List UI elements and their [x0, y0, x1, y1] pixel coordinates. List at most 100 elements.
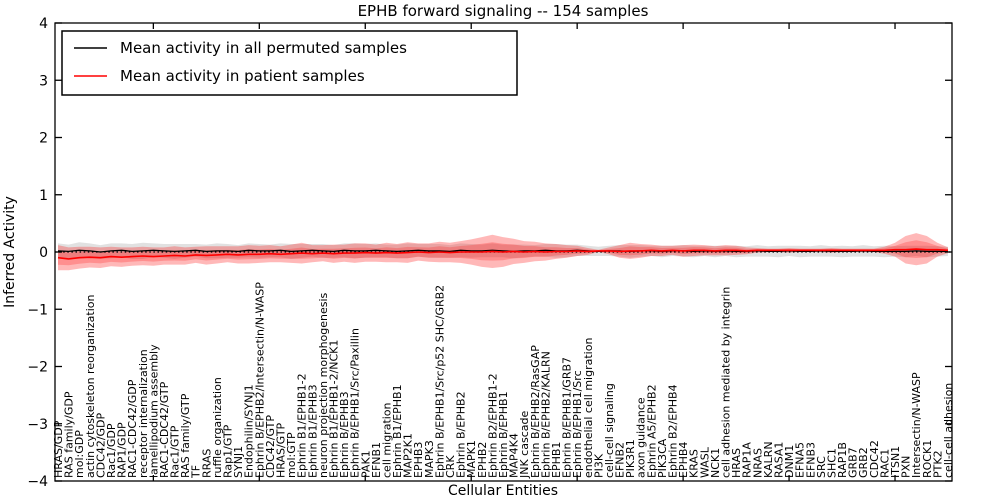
x-tick-label: axon guidance	[635, 397, 648, 478]
permuted-mean-line	[57, 249, 948, 253]
x-tick-label: Ephrin B/EPHB3	[338, 391, 351, 478]
x-tick-label: RAP1/GDP	[116, 422, 129, 478]
x-axis-label: Cellular Entities	[448, 483, 558, 499]
x-tick-label: cell-cell adhesion	[942, 383, 955, 478]
x-tick-label: JNK cascade	[518, 411, 531, 479]
y-tick-label: −4	[27, 474, 48, 490]
y-tick-label: −3	[27, 417, 48, 433]
x-tick-label: Ephrin B/EPHB1/GRB7	[561, 357, 574, 478]
y-tick-label: −1	[27, 302, 48, 318]
x-tick-label: Rac1/GTP	[169, 425, 182, 478]
x-tick-label: actin cytoskeleton reorganization	[84, 294, 97, 478]
x-tick-label: ITSN1	[889, 446, 902, 478]
legend: Mean activity in all permuted samples Me…	[61, 30, 518, 96]
chart-title: EPHB forward signaling -- 154 samples	[358, 2, 649, 20]
x-tick-label: mol:GTP	[285, 432, 298, 478]
x-tick-label: PIK3R1	[624, 439, 637, 478]
x-tick-label: SRC	[815, 456, 828, 478]
x-tick-label: lamellipodium assembly	[147, 344, 160, 478]
legend-patient-label: Mean activity in patient samples	[120, 67, 365, 85]
x-tick-label: TF	[190, 465, 203, 479]
x-tick-label: MAP2K1	[402, 433, 415, 478]
x-tick-label: SYNJ1	[232, 446, 245, 478]
x-tick-label: Ephrin B/EPHB1/Src	[571, 370, 584, 478]
x-tick-label: GRB7	[847, 447, 860, 478]
x-tick-label: PAK1	[359, 450, 372, 478]
x-tick-label: RAC1	[878, 449, 891, 478]
x-tick-label: CDC42/GDP	[94, 412, 107, 478]
x-tick-label: Ephrin B1/EPHB1	[391, 384, 404, 478]
x-tick-label: Ephrin B/EPHB1	[497, 391, 510, 478]
x-tick-label: Ephrin B/EPHB1/Src/p52 SHC/GRB2	[433, 285, 446, 478]
x-tick-label: MAPK3	[423, 440, 436, 478]
legend-box	[61, 30, 518, 96]
x-tick-label: NRAS	[751, 448, 764, 478]
x-tick-label: PI3K	[592, 453, 605, 478]
x-tick-label: Ephrin B/EPHB2/RasGAP	[529, 345, 542, 478]
x-tick-label: RAC1-CDC42/GDP	[126, 379, 139, 478]
x-tick-label: Rap1/GTP	[222, 424, 235, 478]
x-tick-label: GRB2	[857, 447, 870, 478]
y-tick-label: 3	[39, 73, 48, 89]
x-tick-label: EPHB1	[550, 442, 563, 478]
patient-mean-line	[57, 248, 949, 260]
x-tick-label: KRAS	[688, 449, 701, 478]
x-tick-label: MAPK1	[465, 440, 478, 478]
x-tick-label: CDC42/GTP	[264, 415, 277, 478]
x-tick-label: PXN	[900, 456, 913, 478]
y-tick-label: 1	[39, 188, 48, 204]
x-tick-label: SHC1	[826, 448, 839, 478]
x-tick-label: Ephrin A5/EPHB2	[645, 384, 658, 478]
x-tick-label: CRK	[444, 455, 457, 478]
x-tick-label: Ephrin B/EPHB2/Intersectin/N-WASP	[253, 282, 266, 478]
x-tick-label: WASL	[698, 446, 711, 478]
plot-frame	[54, 22, 953, 482]
y-tick-label: −2	[27, 360, 48, 376]
y-axis-label: Inferred Activity	[2, 196, 18, 308]
x-tick-label: ruffle organization	[211, 377, 224, 478]
x-tick-label: RAS family/GTP	[179, 393, 192, 478]
x-tick-label: RRAS	[200, 449, 213, 478]
x-tick-label: EFNB2	[614, 442, 627, 478]
x-tick-label: EFNB3	[804, 442, 817, 478]
x-tick-label: EPHB2	[476, 442, 489, 478]
x-tick-label: cell adhesion mediated by integrin	[720, 287, 733, 478]
x-tick-label: RAC1-CDC42/GTP	[158, 381, 171, 478]
x-tick-label: endothelial cell migration	[582, 338, 595, 478]
x-tick-label: Ephrin B/EPHB1/Src/Paxillin	[349, 328, 362, 478]
x-tick-label: RAP1A	[741, 442, 754, 478]
x-tick-label: EPHB3	[412, 442, 425, 478]
plot-data-layer	[55, 233, 952, 271]
x-tick-label: Ephrin B1/EPHB1-2/NCK1	[328, 340, 341, 478]
x-tick-label: NCK1	[709, 448, 722, 478]
x-tick-label: RAP1B	[836, 442, 849, 478]
y-tick-label: 2	[39, 131, 48, 147]
x-tick-label: CDC42	[868, 440, 881, 478]
x-tick-label: EPHB4	[677, 442, 690, 478]
x-tick-label: EFNB1	[370, 442, 383, 478]
x-tick-label: PTK2	[931, 450, 944, 478]
x-tick-label: EFNA5	[794, 442, 807, 478]
x-tick-label: Rac1/GDP	[105, 423, 118, 478]
x-tick-label: ROCK1	[921, 440, 934, 478]
y-tick-label: 4	[39, 16, 48, 32]
x-tick-label: RAS family/GDP	[63, 391, 76, 478]
x-tick-label: RASA1	[773, 442, 786, 478]
x-tick-label: Ephrin B2/EPHB1-2	[486, 373, 499, 478]
x-tick-label: KALRN	[762, 441, 775, 478]
x-tick-label: Ephrin B2/EPHB4	[667, 384, 680, 478]
x-tick-label: HRAS	[730, 448, 743, 478]
x-tick-label: neuron projection morphogenesis	[317, 292, 330, 478]
x-tick-label: Endophilin/SYNJ1	[243, 384, 256, 478]
x-tick-label: Intersectin/N-WASP	[910, 372, 923, 478]
legend-permuted-label: Mean activity in all permuted samples	[120, 39, 407, 57]
x-tick-label: DNM1	[783, 445, 796, 478]
x-tick-label: HRAS/GTP	[275, 422, 288, 478]
x-tick-label: PIK3CA	[656, 438, 669, 478]
x-tick-label: cell migration	[381, 402, 394, 478]
x-tick-label: MAP4K4	[508, 433, 521, 478]
x-tick-label: Ephrin B/EPHB2/KALRN	[539, 351, 552, 478]
